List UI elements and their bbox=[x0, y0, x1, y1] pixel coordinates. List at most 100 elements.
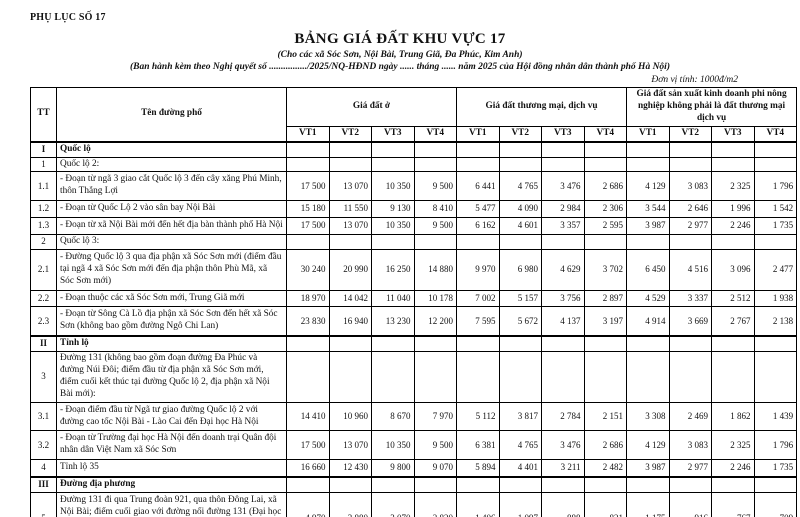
price-value: 3 987 bbox=[626, 459, 670, 478]
price-value: 9 500 bbox=[413, 217, 457, 236]
price-value bbox=[371, 351, 415, 403]
street-name: - Đoạn từ Trường đại học Hà Nội đến doan… bbox=[56, 430, 287, 461]
price-value: 4 516 bbox=[668, 248, 713, 291]
price-value: 3 197 bbox=[583, 306, 628, 337]
appendix-label: PHỤ LỤC SỐ 17 bbox=[30, 12, 106, 23]
table-head: TT Tên đường phố Giá đất ở Giá đất thươn… bbox=[30, 86, 798, 143]
price-value bbox=[711, 335, 755, 353]
price-value: 16 250 bbox=[371, 248, 415, 291]
header-vt-col: VT3 bbox=[541, 125, 585, 143]
price-value: 1 862 bbox=[711, 401, 755, 432]
price-value bbox=[541, 351, 585, 403]
price-value: 15 180 bbox=[286, 200, 330, 219]
price-value: 12 430 bbox=[328, 459, 372, 478]
price-value bbox=[626, 476, 670, 494]
price-value: 2 246 bbox=[711, 459, 755, 478]
price-value bbox=[668, 156, 713, 173]
row-number: 4 bbox=[30, 459, 57, 478]
price-value bbox=[626, 140, 670, 158]
header-vt-col: VT4 bbox=[583, 125, 628, 143]
price-value: 11 040 bbox=[371, 289, 415, 308]
price-value: 10 178 bbox=[413, 289, 457, 308]
price-value bbox=[668, 476, 713, 494]
price-value bbox=[711, 156, 755, 173]
street-name: - Đường Quốc lộ 3 qua địa phận xã Sóc Sơ… bbox=[56, 248, 287, 291]
price-value: 6 381 bbox=[456, 430, 500, 461]
price-value: 8 410 bbox=[413, 200, 457, 219]
price-value: 4 529 bbox=[626, 289, 670, 308]
price-value bbox=[668, 335, 713, 353]
price-value bbox=[711, 234, 755, 250]
price-value: 18 970 bbox=[286, 289, 330, 308]
price-value bbox=[541, 156, 585, 173]
page-title: BẢNG GIÁ ĐẤT KHU VỰC 17 bbox=[294, 31, 506, 47]
price-value: 1 796 bbox=[753, 430, 798, 461]
price-value: 2 512 bbox=[711, 289, 755, 308]
price-value: 1 735 bbox=[753, 459, 798, 478]
price-value bbox=[328, 351, 372, 403]
section-row: II Tỉnh lộ bbox=[30, 335, 798, 353]
price-value: 6 980 bbox=[498, 248, 542, 291]
price-value: 2 977 bbox=[668, 459, 713, 478]
price-value: 17 500 bbox=[286, 217, 330, 236]
price-value bbox=[711, 351, 755, 403]
price-value: 9 800 bbox=[371, 459, 415, 478]
street-name: Tỉnh lộ bbox=[56, 335, 287, 353]
price-value: 3 096 bbox=[711, 248, 755, 291]
price-value bbox=[456, 476, 500, 494]
subtitle-communes: (Cho các xã Sóc Sơn, Nội Bài, Trung Giã,… bbox=[277, 50, 523, 60]
price-value bbox=[286, 335, 330, 353]
price-value bbox=[498, 476, 542, 494]
price-value: 4 629 bbox=[541, 248, 585, 291]
table-row: 3.1- Đoạn điểm đầu từ Ngã tư giao đường … bbox=[30, 401, 798, 432]
price-value bbox=[371, 156, 415, 173]
header-vt-col: VT2 bbox=[668, 125, 713, 143]
price-value bbox=[753, 156, 798, 173]
price-value bbox=[753, 351, 798, 403]
price-value: 11 550 bbox=[328, 200, 372, 219]
header-row-groups: TT Tên đường phố Giá đất ở Giá đất thươn… bbox=[30, 86, 798, 143]
price-value bbox=[286, 140, 330, 158]
document-header: BẢNG GIÁ ĐẤT KHU VỰC 17 (Cho các xã Sóc … bbox=[0, 0, 800, 72]
price-value: 13 070 bbox=[328, 430, 372, 461]
price-value: 2 306 bbox=[583, 200, 628, 219]
row-number: 3.2 bbox=[30, 430, 57, 461]
price-value bbox=[668, 140, 713, 158]
price-value: 9 500 bbox=[413, 171, 457, 202]
header-group-residential: Giá đất ở bbox=[286, 87, 457, 127]
price-value: 4 401 bbox=[498, 459, 542, 478]
price-value: 2 595 bbox=[583, 217, 628, 236]
header-vt-col: VT4 bbox=[753, 125, 798, 143]
price-value: 3 308 bbox=[626, 401, 670, 432]
price-value: 2 138 bbox=[753, 306, 798, 337]
price-value: 4 137 bbox=[541, 306, 585, 337]
price-value: 13 070 bbox=[328, 217, 372, 236]
price-value: 16 660 bbox=[286, 459, 330, 478]
price-value: 709 bbox=[753, 492, 798, 517]
header-vt-col: VT2 bbox=[328, 125, 372, 143]
price-value: 3 337 bbox=[668, 289, 713, 308]
price-value: 13 230 bbox=[371, 306, 415, 337]
price-value bbox=[371, 476, 415, 494]
row-number: 5 bbox=[30, 492, 57, 517]
price-value: 3 476 bbox=[541, 171, 585, 202]
price-value: 6 441 bbox=[456, 171, 500, 202]
price-value: 14 880 bbox=[413, 248, 457, 291]
street-name: Đường 131 đi qua Trung đoàn 921, qua thô… bbox=[56, 492, 287, 517]
price-value: 3 070 bbox=[371, 492, 415, 517]
row-number: 2.1 bbox=[30, 248, 57, 291]
table-row: 2.3- Đoạn từ Sông Cà Lồ địa phận xã Sóc … bbox=[30, 306, 798, 337]
price-value: 3 357 bbox=[541, 217, 585, 236]
price-value: 4 090 bbox=[498, 200, 542, 219]
price-value: 3 083 bbox=[668, 171, 713, 202]
price-value: 6 450 bbox=[626, 248, 670, 291]
price-value: 3 987 bbox=[626, 217, 670, 236]
price-value: 1 542 bbox=[753, 200, 798, 219]
price-value: 2 151 bbox=[583, 401, 628, 432]
price-value: 5 894 bbox=[456, 459, 500, 478]
price-value bbox=[583, 140, 628, 158]
price-value bbox=[668, 234, 713, 250]
price-value: 9 070 bbox=[413, 459, 457, 478]
header-vt-col: VT1 bbox=[456, 125, 500, 143]
table-row: 3 Đường 131 (không bao gồm đoạn đường Đa … bbox=[30, 351, 798, 403]
